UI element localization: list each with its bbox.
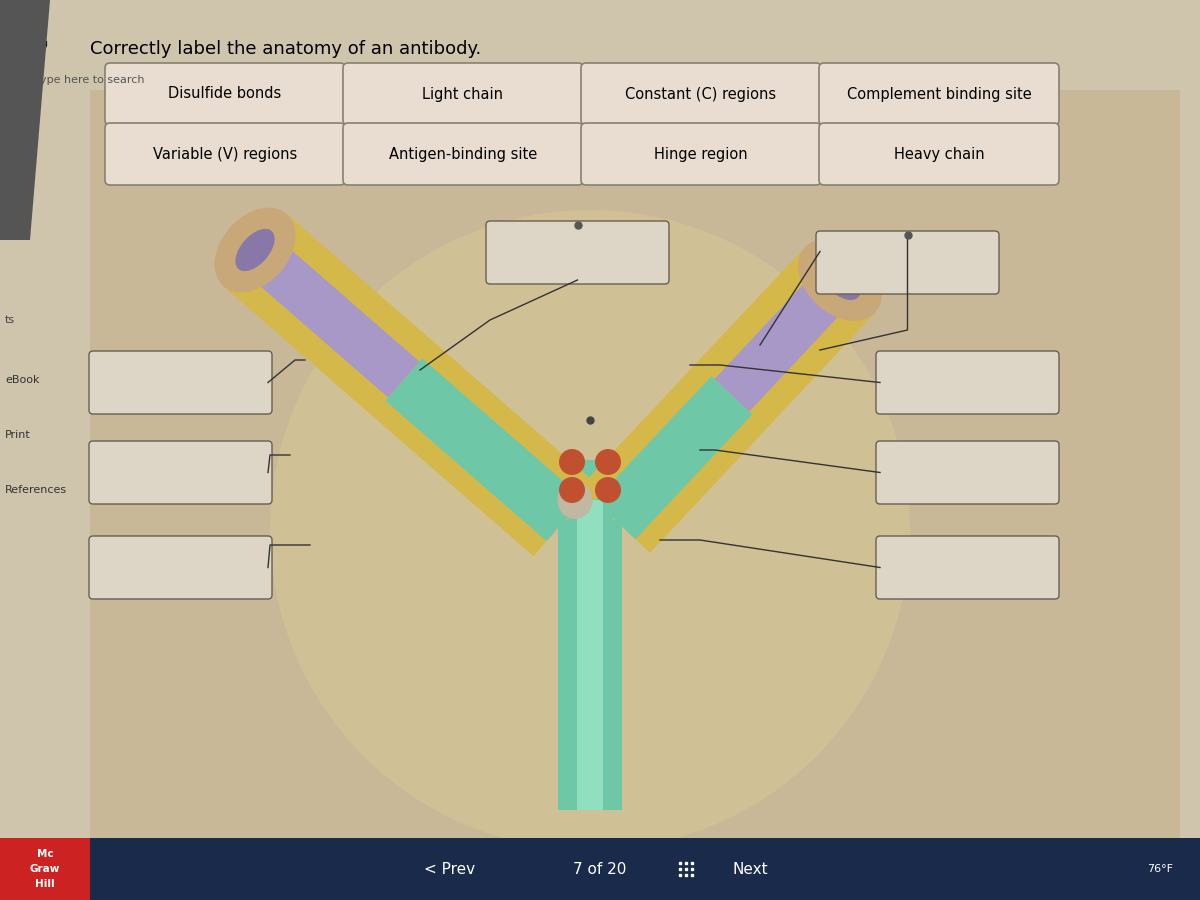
FancyBboxPatch shape [816,231,998,294]
Ellipse shape [235,229,275,271]
Text: Disulfide bonds: Disulfide bonds [168,86,282,102]
Polygon shape [223,214,596,556]
Polygon shape [226,217,433,413]
Text: Mc: Mc [37,849,53,859]
FancyBboxPatch shape [818,123,1060,185]
Circle shape [595,477,622,503]
Polygon shape [558,500,622,810]
FancyBboxPatch shape [876,441,1060,504]
FancyBboxPatch shape [343,63,583,125]
Text: Hill: Hill [35,879,55,889]
Text: Type here to search: Type here to search [35,75,144,85]
FancyBboxPatch shape [343,123,583,185]
Text: Light chain: Light chain [422,86,504,102]
FancyBboxPatch shape [818,63,1060,125]
FancyBboxPatch shape [106,63,346,125]
Ellipse shape [798,239,882,321]
Text: Correctly label the anatomy of an antibody.: Correctly label the anatomy of an antibo… [90,40,481,58]
Polygon shape [0,838,90,900]
FancyBboxPatch shape [876,351,1060,414]
Text: Next: Next [732,861,768,877]
Text: Heavy chain: Heavy chain [894,147,984,161]
Polygon shape [700,250,872,426]
Polygon shape [239,232,420,398]
FancyBboxPatch shape [581,63,821,125]
FancyBboxPatch shape [581,123,821,185]
Circle shape [559,477,586,503]
Polygon shape [577,500,602,810]
Text: Print: Print [5,430,31,440]
FancyBboxPatch shape [486,221,670,284]
Text: Graw: Graw [30,864,60,874]
Ellipse shape [558,481,593,519]
FancyBboxPatch shape [89,441,272,504]
Polygon shape [528,460,568,520]
FancyBboxPatch shape [89,351,272,414]
Polygon shape [580,248,875,553]
Text: 7: 7 [18,40,50,85]
Text: 7 of 20: 7 of 20 [574,861,626,877]
Text: Constant (C) regions: Constant (C) regions [625,86,776,102]
Text: Variable (V) regions: Variable (V) regions [152,147,298,161]
Polygon shape [0,838,1200,900]
Text: eBook: eBook [5,375,40,385]
Text: Complement binding site: Complement binding site [847,86,1031,102]
Text: 76°F: 76°F [1147,864,1174,874]
Polygon shape [612,460,652,520]
FancyBboxPatch shape [876,536,1060,599]
Text: Antigen-binding site: Antigen-binding site [389,147,538,161]
FancyBboxPatch shape [90,90,1180,870]
Circle shape [559,449,586,475]
Text: References: References [5,485,67,495]
Text: Hinge region: Hinge region [654,147,748,161]
Polygon shape [236,229,583,541]
Polygon shape [0,0,50,240]
Ellipse shape [215,208,295,292]
Ellipse shape [820,260,860,300]
Text: < Prev: < Prev [425,861,475,877]
Text: ts: ts [5,315,16,325]
Polygon shape [715,264,857,411]
Circle shape [270,210,910,850]
FancyBboxPatch shape [106,123,346,185]
Polygon shape [594,261,860,539]
Polygon shape [528,460,652,520]
FancyBboxPatch shape [89,536,272,599]
Circle shape [595,449,622,475]
